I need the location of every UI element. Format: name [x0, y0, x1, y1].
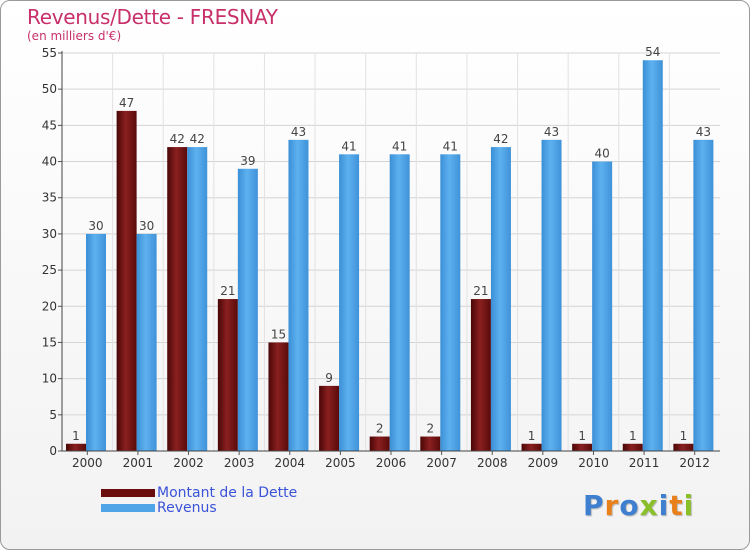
data-label: 41	[392, 139, 407, 153]
bar-debt	[268, 342, 289, 451]
y-tick-label: 15	[42, 335, 57, 349]
data-label: 43	[696, 125, 711, 139]
x-tick-label: 2009	[528, 456, 559, 470]
bar-debt	[167, 147, 188, 451]
y-tick-label: 45	[42, 118, 57, 132]
x-tick-label: 2004	[274, 456, 305, 470]
bar-debt	[319, 385, 340, 451]
y-tick-label: 55	[42, 46, 57, 60]
logo-letter: r	[604, 489, 620, 522]
data-label: 1	[629, 429, 637, 443]
bar-debt	[521, 443, 542, 451]
data-label: 1	[578, 429, 586, 443]
data-label: 30	[88, 219, 103, 233]
chart-title: Revenus/Dette - FRESNAY	[27, 5, 278, 29]
x-tick-label: 2006	[376, 456, 407, 470]
data-label: 54	[645, 45, 660, 59]
data-label: 47	[119, 96, 134, 110]
logo-letter: i	[658, 489, 670, 522]
logo-letter: P	[583, 489, 605, 522]
data-label: 21	[220, 284, 235, 298]
data-label: 42	[190, 132, 205, 146]
bar-debt	[572, 443, 593, 451]
bar-revenue	[237, 168, 258, 452]
bar-revenue	[389, 154, 410, 452]
bar-debt	[420, 436, 441, 451]
bar-revenue	[541, 139, 562, 451]
legend-label-revenue: Revenus	[157, 500, 217, 516]
logo-letter: i	[683, 489, 695, 522]
data-label: 43	[291, 125, 306, 139]
bar-revenue	[288, 139, 309, 451]
y-tick-label: 5	[49, 408, 57, 422]
data-labels: 1 30 47 30 42 42 21 39 15 43 9 41 2 41 2 41 21 42 1 43 1 40 1 5…	[72, 45, 711, 443]
data-label: 41	[341, 139, 356, 153]
y-tick-label: 40	[42, 155, 57, 169]
data-label: 1	[528, 429, 536, 443]
proxiti-logo: Proxiti	[583, 489, 694, 522]
data-label: 40	[595, 147, 610, 161]
x-tick-label: 2012	[679, 456, 710, 470]
bar-debt	[66, 443, 86, 451]
bar-revenue	[490, 147, 511, 451]
data-label: 1	[72, 429, 80, 443]
y-tick-label: 10	[42, 372, 57, 386]
x-tick-label: 2001	[123, 456, 154, 470]
bar-debt	[369, 436, 390, 451]
data-label: 9	[325, 371, 333, 385]
bar-debt	[116, 110, 137, 452]
y-tick-label: 25	[42, 263, 57, 277]
y-tick-label: 50	[42, 82, 57, 96]
y-tick-label: 20	[42, 299, 57, 313]
data-label: 2	[376, 422, 384, 436]
x-tick-label: 2003	[224, 456, 255, 470]
data-label: 1	[680, 429, 688, 443]
y-tick-label: 35	[42, 191, 57, 205]
bar-debt	[673, 443, 694, 451]
y-tick-label: 0	[49, 444, 57, 458]
legend-swatch-debt	[101, 489, 155, 497]
data-label: 21	[473, 284, 488, 298]
bar-revenue	[642, 60, 663, 452]
data-label: 41	[443, 139, 458, 153]
x-tick-label: 2008	[477, 456, 508, 470]
bar-revenue	[86, 233, 106, 451]
data-label: 42	[170, 132, 185, 146]
legend-label-debt: Montant de la Dette	[157, 485, 298, 501]
logo-letter: t	[669, 489, 684, 522]
bar-revenue	[187, 147, 208, 451]
x-tick-label: 2011	[629, 456, 660, 470]
bar-debt	[622, 443, 643, 451]
x-tick-label: 2007	[426, 456, 457, 470]
legend-swatch-revenue	[101, 504, 155, 512]
x-tick-label: 2002	[173, 456, 204, 470]
axes: 0 5 10 15 20 25 30 35 40 45 50 55 2000 2001 2002 2003 20…	[42, 46, 720, 470]
data-label: 30	[139, 219, 154, 233]
bar-revenue	[136, 233, 157, 451]
x-tick-label: 2000	[72, 456, 103, 470]
bar-debt	[217, 299, 238, 451]
bar-revenue	[440, 154, 461, 452]
data-label: 39	[240, 154, 255, 168]
y-tick-label: 30	[42, 227, 57, 241]
bars	[66, 60, 714, 452]
bar-revenue	[592, 161, 613, 451]
bar-revenue	[693, 139, 714, 451]
data-label: 15	[271, 327, 286, 341]
chart-subtitle: (en milliers d'€)	[27, 29, 122, 43]
data-label: 43	[544, 125, 559, 139]
logo-letter: o	[619, 489, 640, 522]
logo-letter: x	[639, 489, 659, 522]
x-tick-label: 2005	[325, 456, 356, 470]
data-label: 2	[426, 422, 434, 436]
x-tick-label: 2010	[578, 456, 609, 470]
bar-revenue	[339, 154, 360, 452]
data-label: 42	[493, 132, 508, 146]
bar-debt	[470, 299, 491, 451]
